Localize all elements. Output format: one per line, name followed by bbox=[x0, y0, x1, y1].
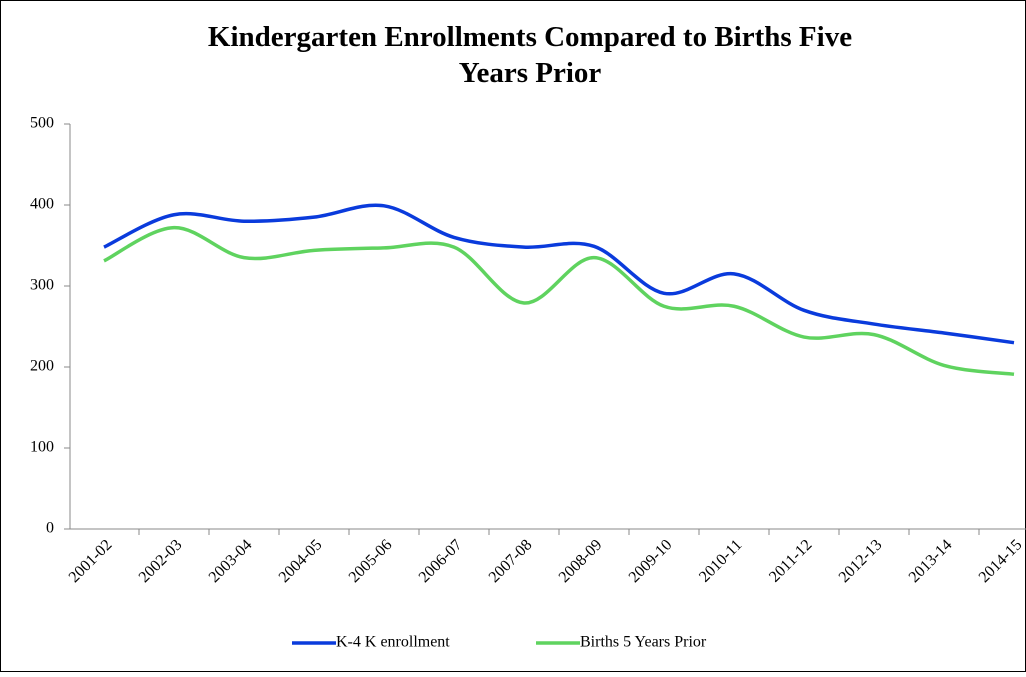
y-tick-label: 100 bbox=[30, 439, 54, 456]
line bbox=[103, 203, 1015, 345]
legend-label: K-4 K enrollment bbox=[336, 634, 450, 651]
chart-title: Kindergarten Enrollments Compared to Bir… bbox=[208, 21, 852, 89]
y-tick-label: 400 bbox=[30, 196, 54, 213]
y-tick-label: 500 bbox=[30, 115, 54, 132]
y-tick-label: 0 bbox=[46, 520, 54, 537]
legend-label: Births 5 Years Prior bbox=[580, 634, 707, 651]
y-tick-label: 200 bbox=[30, 358, 54, 375]
line bbox=[103, 225, 1015, 377]
y-tick-label: 300 bbox=[30, 277, 54, 294]
